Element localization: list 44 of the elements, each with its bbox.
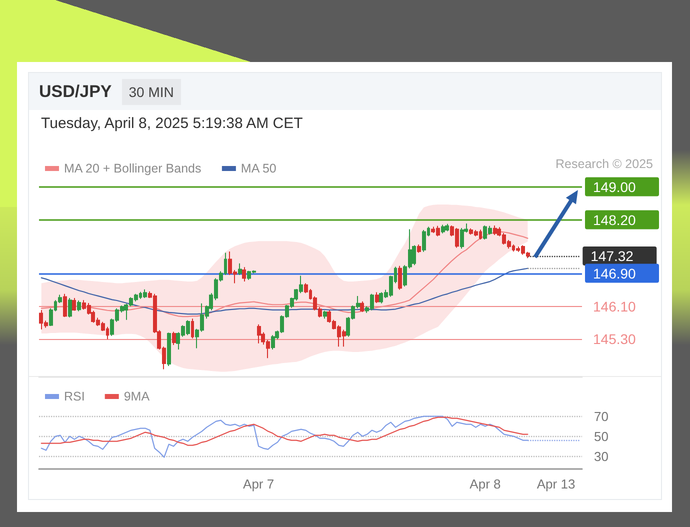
candlestick	[398, 265, 402, 290]
text: Research © 2025	[556, 156, 653, 172]
candlestick	[375, 292, 379, 304]
candlestick	[323, 310, 327, 320]
chart-subtitle: Tuesday, April 8, 2025 5:19:38 AM CET	[41, 115, 303, 133]
y-tick-label: 70	[594, 408, 608, 424]
y-tick-label: 50	[594, 428, 608, 444]
ref-line-label: 146.10	[593, 298, 636, 314]
chart-title: USD/JPY	[39, 81, 112, 103]
candlestick	[257, 324, 261, 344]
candlestick	[422, 230, 426, 252]
line-series	[40, 416, 528, 446]
candlestick	[238, 262, 242, 276]
x-tick-label: Apr 7	[243, 476, 274, 492]
candlestick	[72, 298, 76, 312]
candlestick	[493, 225, 497, 236]
candlestick	[68, 298, 72, 318]
legend-label: MA 20 + Bollinger Bands	[64, 162, 202, 176]
candlestick	[143, 288, 147, 299]
ref-line-label: 147.32	[590, 248, 634, 264]
line-series	[40, 416, 528, 458]
candlestick	[445, 223, 449, 232]
candlestick	[63, 293, 67, 318]
x-tick-label: Apr 8	[470, 476, 501, 492]
candlestick	[271, 334, 275, 350]
ref-line-label: 149.00	[593, 178, 636, 195]
ref-line-label: 146.90	[593, 265, 636, 282]
legend-label: MA 50	[240, 162, 276, 176]
candlestick	[460, 227, 464, 250]
candlestick	[417, 244, 421, 254]
legend-label: 9MA	[124, 390, 150, 404]
candlestick	[441, 224, 445, 234]
y-tick-label: 30	[594, 448, 608, 464]
candlestick	[77, 300, 81, 312]
candlestick	[172, 331, 176, 346]
candlestick	[167, 332, 171, 366]
candlestick	[242, 266, 246, 282]
ref-line-label: 148.20	[593, 212, 636, 228]
legend-label: RSI	[64, 390, 85, 404]
ref-line-label: 145.30	[593, 331, 636, 348]
x-tick-label: Apr 13	[536, 476, 576, 492]
text: 30 MIN	[122, 79, 181, 105]
candlestick	[360, 300, 364, 313]
candlestick	[191, 318, 194, 339]
